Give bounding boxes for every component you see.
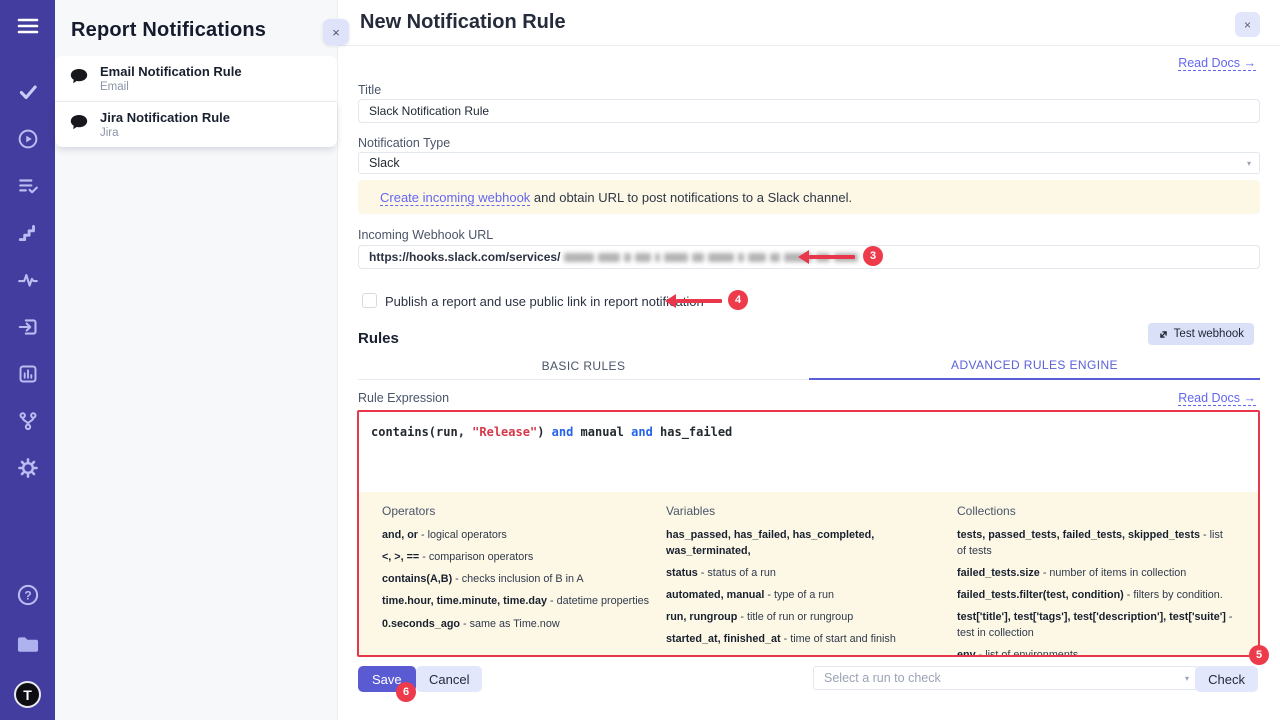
annotation-badge-5: 5 [1249,645,1269,665]
rule-expression-label: Rule Expression [358,391,450,405]
test-webhook-button[interactable]: Test webhook [1147,323,1254,345]
run-select-placeholder: Select a run to check [824,671,941,685]
webhook-url-value: https://hooks.slack.com/services/ [369,250,561,264]
webhook-url-input[interactable]: https://hooks.slack.com/services/ [358,245,1260,269]
list-item-email-rule[interactable]: Email Notification Rule Email [55,56,337,102]
help-circle-icon[interactable]: ? [16,583,40,607]
collections-column: Collections tests, passed_tests, failed_… [957,504,1233,655]
gear-icon[interactable] [17,457,39,479]
run-select[interactable]: Select a run to check ▾ [813,666,1198,690]
read-docs-link[interactable]: Read Docs → [1178,56,1256,70]
rule-subtitle: Jira [100,127,119,139]
title-label: Title [358,83,382,97]
rules-tabs: BASIC RULES ADVANCED RULES ENGINE [358,352,1260,380]
notification-type-label: Notification Type [358,136,451,150]
rule-subtitle: Email [100,81,129,93]
list-item-jira-rule[interactable]: Jira Notification Rule Jira [55,102,337,147]
create-webhook-link[interactable]: Create incoming webhook [380,189,531,205]
bar-chart-icon[interactable] [17,363,39,385]
expression-help-box: Operators and, or - logical operators <,… [359,492,1258,655]
rule-expression-editor[interactable]: contains(run, "Release") and manual and … [359,412,1258,492]
notification-type-value: Slack [369,156,400,170]
steps-icon[interactable] [17,222,39,244]
svg-text:?: ? [24,588,31,602]
panel-title: Report Notifications [71,19,267,41]
webhook-url-label: Incoming Webhook URL [358,228,494,242]
annotation-arrow-4 [665,294,722,307]
chevron-down-icon: ▾ [1184,673,1189,683]
branch-icon[interactable] [17,410,39,432]
notification-type-select[interactable]: Slack ▾ [358,152,1260,174]
publish-label: Publish a report and use public link in … [385,294,704,309]
list-check-icon[interactable] [17,175,39,197]
cancel-button[interactable]: Cancel [416,666,483,692]
import-icon[interactable] [17,316,39,338]
rule-title: Jira Notification Rule [100,110,231,125]
rules-read-docs-link[interactable]: Read Docs → [1178,391,1256,405]
rules-heading: Rules [358,330,399,347]
activity-icon[interactable] [17,269,39,291]
notifications-panel: Report Notifications × Email Notificatio… [55,0,349,720]
form-content: Read Docs → Title Notification Type Slac… [338,46,1280,720]
rule-editor-annotated-region: contains(run, "Release") and manual and … [357,410,1269,665]
annotation-badge-4: 4 [728,290,748,310]
notification-rule-list: Email Notification Rule Email Jira Notif… [55,56,337,147]
chat-bubble-icon [69,67,89,91]
user-avatar[interactable]: T [14,681,41,708]
annotation-arrow-3 [798,250,855,263]
main-header: New Notification Rule × [338,0,1280,46]
title-input[interactable] [358,99,1260,123]
annotation-badge-3: 3 [863,246,883,266]
main-close-button[interactable]: × [1235,12,1260,37]
close-icon: × [1243,17,1251,32]
annotation-badge-6: 6 [396,682,416,702]
menu-icon[interactable] [16,16,40,41]
rule-title: Email Notification Rule [100,64,242,79]
check-icon[interactable] [17,81,39,103]
chevron-down-icon: ▾ [1246,158,1251,168]
webhook-info-box: Create incoming webhook and obtain URL t… [358,180,1260,214]
tab-advanced-rules-engine[interactable]: ADVANCED RULES ENGINE [809,352,1260,380]
tab-basic-rules[interactable]: BASIC RULES [358,352,809,380]
close-icon: × [332,24,340,40]
webhook-info-text: and obtain URL to post notifications to … [530,189,853,205]
main-panel: New Notification Rule × Read Docs → Titl… [338,0,1280,720]
webhook-icon [1158,329,1169,340]
panel-close-button[interactable]: × [323,19,349,45]
variables-column: Variables has_passed, has_failed, has_co… [666,504,896,646]
folder-icon[interactable] [15,632,41,656]
check-button[interactable]: Check [1195,666,1258,692]
app-sidebar: ? T [0,0,55,720]
operators-column: Operators and, or - logical operators <,… [382,504,650,630]
play-circle-icon[interactable] [17,128,39,150]
page-title: New Notification Rule [360,11,566,33]
chat-bubble-icon [69,113,89,137]
publish-checkbox[interactable] [362,293,377,308]
